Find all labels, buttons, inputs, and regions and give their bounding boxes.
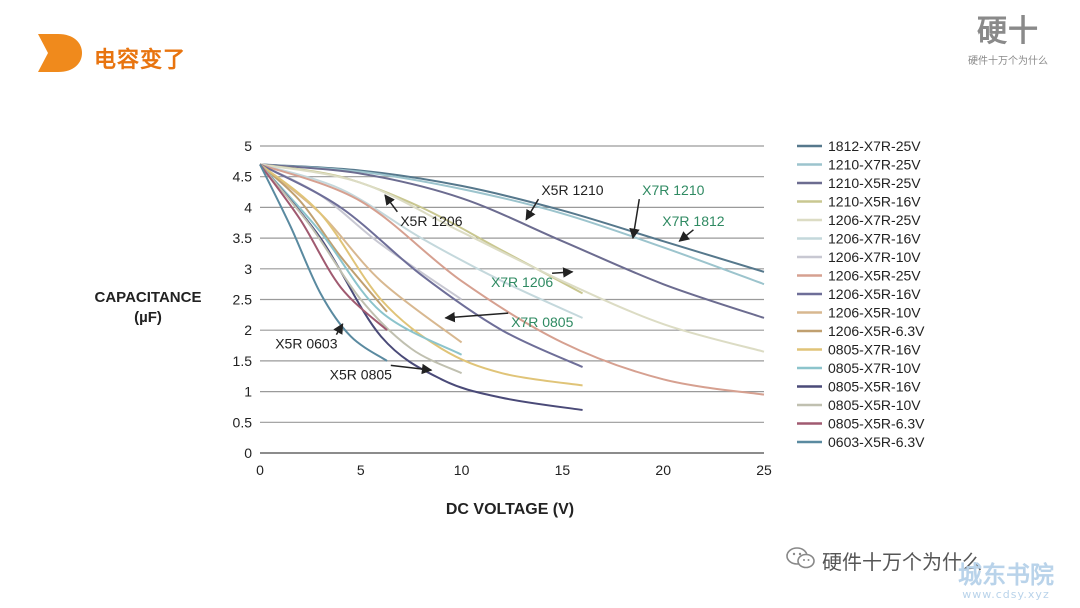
legend-label: 0805-X5R-16V [828, 379, 921, 395]
series-line-0805-X5R-10V [259, 163, 463, 375]
annotation-label: X5R 1206 [400, 213, 462, 229]
series-line-1206-X5R-25V [259, 163, 765, 396]
annotation-arrow [525, 198, 540, 221]
series-line-1206-X7R-10V [259, 163, 463, 301]
annotation-arrow [333, 323, 344, 336]
series-line-0603-X5R-6.3V [259, 163, 388, 362]
series-line-1206-X7R-25V [259, 163, 765, 353]
y-tick-label: 5 [244, 138, 252, 154]
x-tick-label: 10 [454, 462, 470, 478]
slide-title: 电容变了 [94, 48, 187, 73]
series-line-0805-X5R-6.3V [259, 163, 388, 331]
y-tick-label: 4 [244, 199, 252, 215]
series-line-0805-X7R-10V [259, 163, 463, 356]
brand-block: 硬十 硬件十万个为什么 [948, 14, 1068, 67]
wechat-account-name: 硬件十万个为什么 [822, 550, 982, 574]
y-tick-label: 1.5 [233, 353, 253, 369]
annotation-label: X7R 0805 [511, 314, 573, 330]
watermark-name: 城东书院 [958, 561, 1054, 589]
legend-label: 1206-X5R-10V [828, 305, 921, 321]
legend-label: 1210-X5R-25V [828, 175, 921, 191]
series-line-1210-X5R-25V [259, 163, 765, 319]
x-tick-label: 5 [357, 462, 365, 478]
wechat-account: 硬件十万个为什么 [786, 546, 982, 575]
legend-label: 1206-X7R-25V [828, 212, 921, 228]
annotation-arrow [629, 198, 641, 240]
legend-label: 1206-X5R-16V [828, 286, 921, 302]
annotation-arrow [678, 229, 694, 242]
watermark: 城东书院 www.cdsy.xyz [958, 562, 1054, 601]
legend-label: 1210-X5R-16V [828, 194, 921, 210]
y-tick-label: 0 [244, 445, 252, 461]
y-tick-label: 2 [244, 322, 252, 338]
brand-logo-icon [36, 32, 84, 79]
chart-axes: 0 0.5 1 1.5 2 2.5 3 3.5 4 4.5 5 0 5 10 15 20 25 DC VOLTAG… [95, 138, 772, 518]
legend-label: 1206-X7R-16V [828, 231, 921, 247]
series-line-1210-X7R-25V [259, 163, 765, 286]
chart-legend: 1812-X7R-25V 1210-X7R-25V 1210-X5R-25V 1210… [797, 138, 925, 450]
brand-name: 硬十 [977, 14, 1039, 49]
y-axis-label: CAPACITANCE [95, 289, 202, 306]
legend-label: 1206-X5R-25V [828, 268, 921, 284]
wechat-icon [786, 546, 816, 575]
annotation-arrow [444, 311, 509, 323]
legend-label: 0805-X5R-10V [828, 397, 921, 413]
legend-label: 1812-X7R-25V [828, 138, 921, 154]
brand-slogan: 硬件十万个为什么 [968, 56, 1048, 67]
y-tick-label: 4.5 [233, 169, 253, 185]
y-tick-label: 2.5 [233, 292, 253, 308]
annotation-arrow [552, 267, 574, 278]
annotation-label: X5R 1210 [541, 182, 603, 198]
annotation-arrow [390, 363, 433, 375]
x-tick-label: 0 [256, 462, 264, 478]
legend-label: 0805-X5R-6.3V [828, 416, 925, 432]
series-line-1206-X7R-16V [259, 163, 583, 319]
series-line-1812-X7R-25V [259, 163, 765, 273]
chart-annotations: X5R 1210 X7R 1210 X7R 1812 X5R 1206 X7R 1206… [275, 182, 725, 382]
y-axis-label: (µF) [134, 309, 162, 326]
series-line-1206-X5R-16V [259, 163, 583, 368]
x-tick-label: 15 [555, 462, 571, 478]
y-tick-label: 3 [244, 261, 252, 277]
x-axis-label: DC VOLTAGE (V) [446, 501, 574, 518]
annotation-label: X7R 1210 [642, 182, 704, 198]
legend-label: 1206-X7R-10V [828, 249, 921, 265]
series-line-0805-X7R-16V [259, 163, 583, 387]
x-tick-label: 25 [756, 462, 772, 478]
series-line-1206-X5R-6.3V [259, 163, 388, 313]
x-tick-label: 20 [655, 462, 671, 478]
y-tick-label: 3.5 [233, 230, 253, 246]
watermark-url: www.cdsy.xyz [962, 588, 1050, 601]
chart-series [259, 163, 765, 412]
annotation-label: X7R 1812 [662, 213, 724, 229]
annotation-label: X7R 1206 [491, 274, 553, 290]
legend-label: 1206-X5R-6.3V [828, 323, 925, 339]
legend-label: 0805-X7R-10V [828, 360, 921, 376]
annotation-label: X5R 0805 [330, 366, 392, 382]
legend-label: 0603-X5R-6.3V [828, 434, 925, 450]
y-tick-label: 0.5 [233, 414, 253, 430]
y-tick-label: 1 [244, 384, 252, 400]
legend-label: 0805-X7R-16V [828, 342, 921, 358]
legend-label: 1210-X7R-25V [828, 157, 921, 173]
annotation-label: X5R 0603 [275, 336, 337, 352]
annotation-arrow [384, 194, 398, 213]
